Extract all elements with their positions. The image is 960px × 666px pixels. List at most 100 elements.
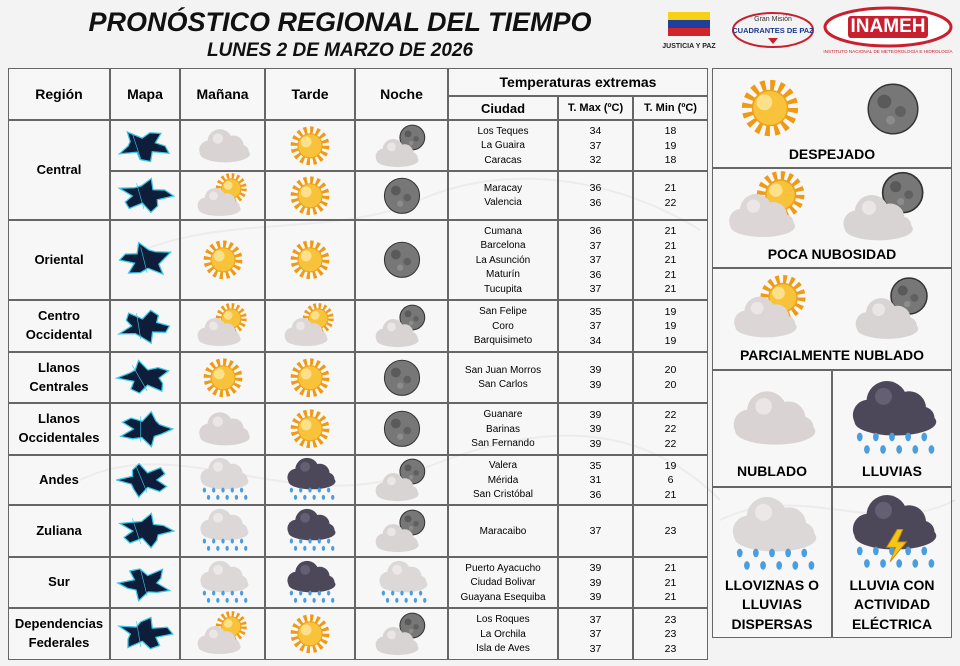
- table-cell: [558, 171, 633, 220]
- map-border: [136, 467, 148, 493]
- map-shape: [118, 241, 173, 276]
- cloud-highlight: [208, 191, 218, 200]
- logo-text: JUSTICIA Y PAZ: [662, 42, 716, 50]
- rain-drop: [390, 590, 394, 596]
- table-cell: [558, 455, 633, 505]
- table-cell: [110, 120, 180, 171]
- rain-drop: [864, 445, 870, 454]
- weather-icon: [732, 497, 817, 570]
- table-cell: [558, 403, 633, 455]
- weather-icon: [199, 560, 249, 603]
- table-cell: [265, 120, 355, 171]
- weather-icon: [383, 359, 420, 396]
- city-name: San Fernando: [471, 438, 535, 449]
- rain-drop: [206, 597, 210, 603]
- rain-drop: [385, 597, 389, 603]
- weather-icon: [375, 612, 425, 656]
- moon-crater: [402, 193, 411, 202]
- weather-icon: [197, 611, 247, 655]
- cloud-highlight: [208, 321, 218, 331]
- sun: [297, 247, 323, 273]
- moon-crater: [408, 321, 413, 326]
- moon-crater: [396, 200, 403, 207]
- moon-crater: [404, 618, 411, 626]
- rain-drop: [215, 495, 219, 501]
- moon-crater: [412, 470, 419, 476]
- moon-crater: [404, 515, 411, 523]
- map-border: [140, 247, 148, 273]
- moon-crater: [396, 382, 403, 389]
- table-cell: [355, 403, 448, 455]
- table-cell: [633, 352, 708, 403]
- sun-rays: [215, 172, 247, 204]
- temperature-max: 39: [589, 423, 602, 435]
- rain-drop: [928, 445, 935, 454]
- logo-text: INSTITUTO NACIONAL DE METEOROLOGÍA E HID…: [823, 48, 953, 54]
- temperature-max: 34: [589, 125, 602, 137]
- rain-drop: [744, 561, 750, 570]
- table-cell: [355, 455, 448, 505]
- sun: [209, 247, 236, 273]
- region-name: Llanos Occidentales: [8, 403, 110, 455]
- moon-crater: [897, 285, 908, 296]
- temperatures-header: Temperaturas extremas: [448, 68, 708, 96]
- table-cell: [448, 300, 558, 352]
- city-name: Puerto Ayacucho: [465, 562, 541, 574]
- temperature-max: 36: [589, 268, 602, 281]
- temperature-max: 39: [589, 576, 602, 589]
- temperature-max: 37: [589, 283, 602, 295]
- region-map: [118, 241, 173, 276]
- cloud: [910, 406, 935, 431]
- sun-highlight: [223, 311, 233, 320]
- weather-icon: [378, 560, 428, 603]
- weather-icon: [734, 275, 806, 338]
- weather-icon: [729, 171, 805, 238]
- table-cell: [110, 352, 180, 403]
- rain-drop: [905, 546, 911, 556]
- rain-drop: [317, 487, 321, 493]
- moon-crater: [390, 249, 401, 260]
- city-name: La Asunción: [475, 254, 531, 266]
- cloud: [233, 427, 249, 443]
- temperature-min: 18: [664, 125, 677, 137]
- map-shape: [114, 358, 170, 394]
- temperature-max: 39: [589, 437, 602, 450]
- rain-drop: [317, 590, 321, 596]
- rain-drop: [921, 432, 928, 442]
- temperature-max: 35: [589, 305, 602, 318]
- rain-drop: [394, 597, 398, 603]
- rain-drop: [785, 548, 791, 558]
- rain-drop: [220, 487, 225, 493]
- rain-drop: [317, 538, 321, 544]
- sun-highlight: [300, 136, 312, 148]
- temperature-min: 18: [664, 154, 677, 166]
- weather-icon: [290, 240, 330, 280]
- temperature-max: 37: [589, 628, 602, 640]
- table-cell: [110, 300, 180, 352]
- cloud: [233, 575, 248, 590]
- city-name: Coro: [492, 320, 514, 332]
- cloud: [233, 472, 248, 487]
- sun-highlight: [300, 250, 312, 262]
- temperature-max: 37: [589, 139, 602, 152]
- temperature-min: 22: [664, 408, 677, 421]
- rain-drop: [230, 487, 234, 493]
- city-name: La Guaira: [481, 140, 525, 151]
- weather-icon: [383, 410, 420, 448]
- map-shape: [116, 309, 171, 345]
- rain-drop: [289, 538, 294, 544]
- rain-drop: [326, 538, 331, 544]
- region-map: [116, 309, 171, 345]
- rain-drop: [808, 561, 815, 570]
- table-cell: [265, 505, 355, 557]
- cloud: [412, 575, 427, 590]
- temperature-min: 21: [664, 488, 677, 501]
- cloud-highlight: [750, 301, 764, 315]
- rain-drop: [864, 559, 870, 568]
- moon-crater: [886, 115, 895, 125]
- flag-logo: [668, 12, 710, 36]
- sun-highlight: [223, 619, 233, 628]
- sun-highlight: [310, 311, 320, 320]
- rain-drop: [889, 432, 895, 442]
